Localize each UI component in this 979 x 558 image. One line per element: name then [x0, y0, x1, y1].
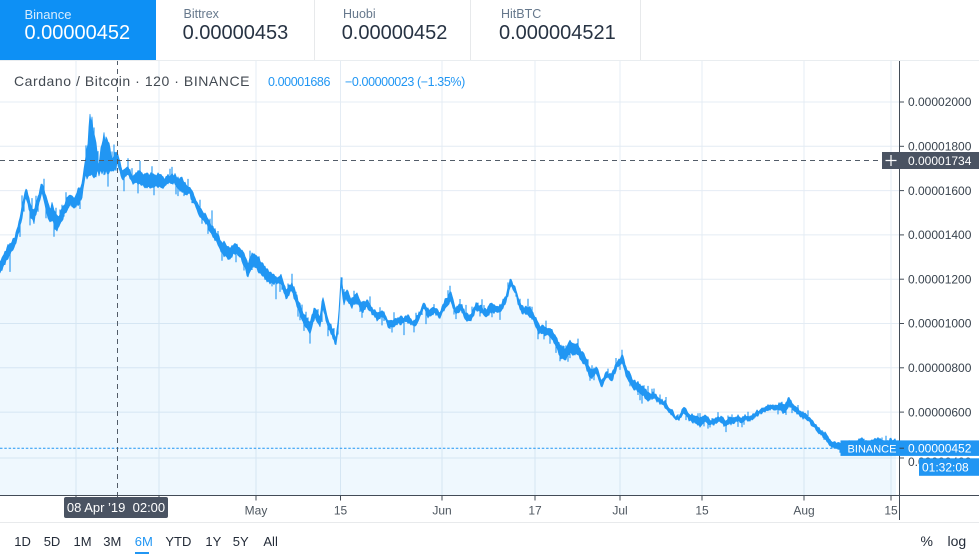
svg-text:0.00000800: 0.00000800	[908, 361, 972, 375]
svg-text:0.00000600: 0.00000600	[908, 405, 972, 419]
svg-text:Cardano / Bitcoin · 120 · BINA: Cardano / Bitcoin · 120 · BINANCE	[14, 73, 250, 89]
svg-text:−0.00000023 (−1.35%): −0.00000023 (−1.35%)	[345, 75, 465, 89]
svg-text:0.00002000: 0.00002000	[908, 95, 972, 109]
svg-text:01:32:08: 01:32:08	[922, 460, 969, 474]
svg-text:0.00001686: 0.00001686	[268, 75, 330, 89]
svg-text:Jun: Jun	[432, 504, 451, 518]
svg-text:08 Apr ’19 02:00: 08 Apr ’19 02:00	[67, 500, 165, 515]
svg-text:0.00001000: 0.00001000	[908, 317, 972, 331]
svg-text:15: 15	[334, 504, 348, 518]
svg-text:0.00000452: 0.00000452	[908, 441, 972, 455]
svg-text:17: 17	[528, 504, 542, 518]
svg-text:Aug: Aug	[793, 504, 814, 518]
svg-text:0.00001800: 0.00001800	[908, 140, 972, 154]
svg-text:May: May	[245, 504, 268, 518]
svg-text:Jul: Jul	[612, 504, 627, 518]
svg-text:BINANCE: BINANCE	[848, 443, 897, 455]
svg-text:0.00001200: 0.00001200	[908, 272, 972, 286]
svg-text:15: 15	[695, 504, 709, 518]
svg-text:0.00001734: 0.00001734	[908, 154, 972, 168]
svg-text:0.00001600: 0.00001600	[908, 184, 972, 198]
svg-text:15: 15	[884, 504, 898, 518]
svg-text:0.00001400: 0.00001400	[908, 228, 972, 242]
